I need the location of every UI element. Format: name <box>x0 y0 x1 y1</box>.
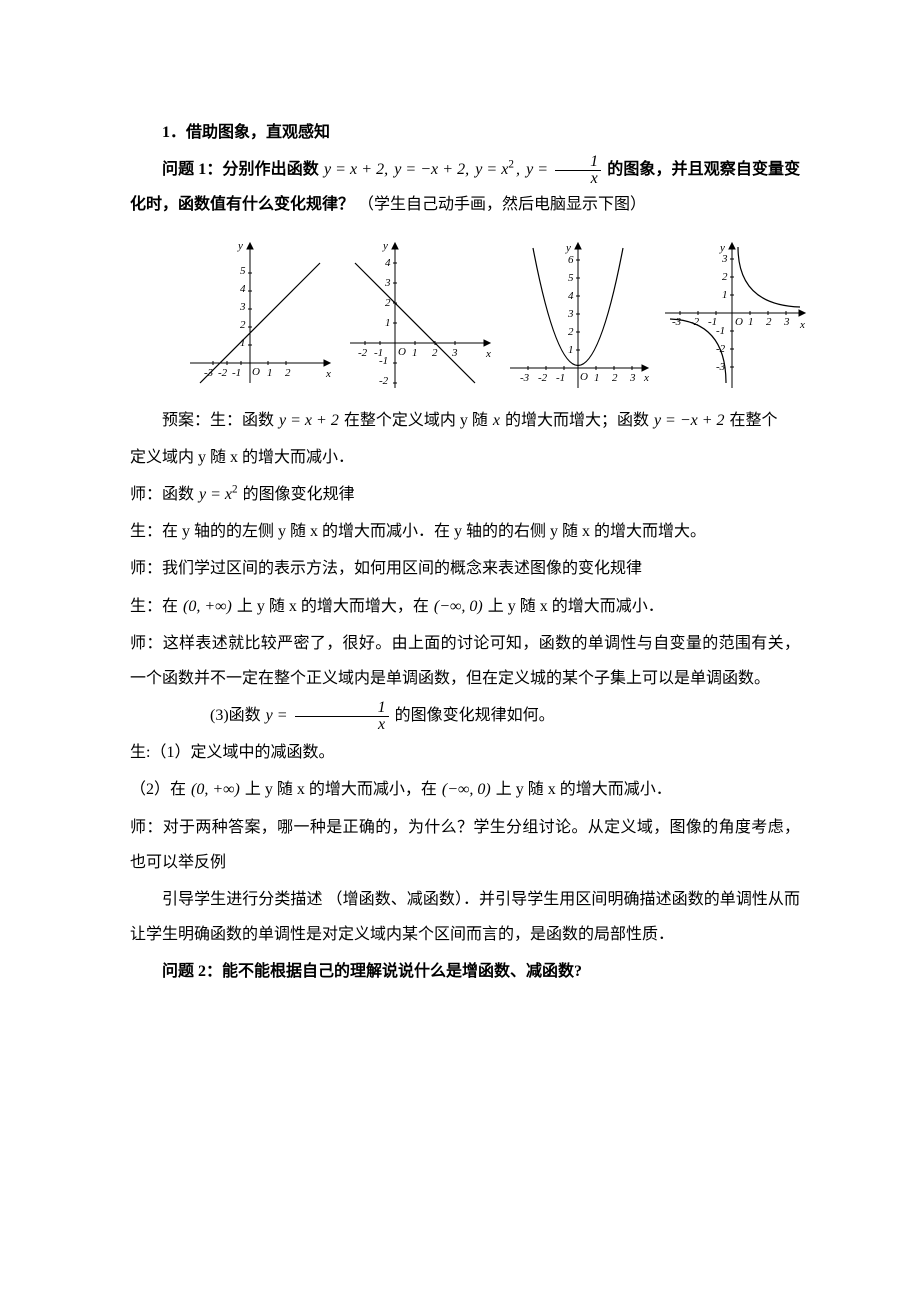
formula-f2: y = −x + 2, <box>394 161 469 178</box>
svg-text:3: 3 <box>783 316 790 328</box>
svg-text:y: y <box>382 240 388 252</box>
graph-2: O x y -2-1 123 1234 -1-2 <box>340 233 495 393</box>
svg-text:O: O <box>252 366 260 378</box>
svg-text:-3: -3 <box>716 361 726 373</box>
svg-text:6: 6 <box>568 254 574 266</box>
svg-text:x: x <box>325 368 331 380</box>
svg-text:4: 4 <box>568 290 574 302</box>
svg-text:-3: -3 <box>520 372 530 384</box>
svg-text:x: x <box>643 372 649 384</box>
formula-f3: y = x2 <box>475 161 514 178</box>
paragraph-preanswer: 预案：生：函数 y = x + 2 在整个定义域内 y 随 x 的增大而增大；函… <box>130 403 800 438</box>
paragraph-p8: (3)函数 y = 1x 的图像变化规律如何。 <box>130 698 800 733</box>
svg-text:O: O <box>735 316 743 328</box>
paragraph-p10: （2）在 (0, +∞) 上 y 随 x 的增大而减小，在 (−∞, 0) 上 … <box>130 772 800 807</box>
formula-f4-frac: 1x <box>555 154 601 187</box>
svg-text:O: O <box>580 371 588 383</box>
section-title: 1．借助图象，直观感知 <box>130 115 800 150</box>
svg-text:5: 5 <box>240 265 246 277</box>
svg-text:-2: -2 <box>716 343 726 355</box>
svg-text:y: y <box>237 240 243 252</box>
formula-f1: y = x + 2, <box>324 161 388 178</box>
question-1: 问题 1：分别作出函数 y = x + 2, y = −x + 2, y = x… <box>130 152 800 222</box>
svg-text:-2: -2 <box>538 372 548 384</box>
svg-text:-1: -1 <box>716 325 725 337</box>
svg-text:1: 1 <box>568 344 574 356</box>
svg-text:2: 2 <box>612 372 618 384</box>
paragraph-p2: 定义域内 y 随 x 的增大而减小． <box>130 440 800 475</box>
svg-text:-2: -2 <box>218 367 228 379</box>
svg-text:2: 2 <box>432 347 438 359</box>
q1-note: （学生自己动手画，然后电脑显示下图） <box>358 196 646 213</box>
paragraph-p3: 师：函数 y = x2 的图像变化规律 <box>130 477 800 512</box>
paragraph-p6: 生：在 (0, +∞) 上 y 随 x 的增大而增大，在 (−∞, 0) 上 y… <box>130 589 800 624</box>
svg-text:x: x <box>485 348 491 360</box>
svg-text:-1: -1 <box>379 355 388 367</box>
svg-text:3: 3 <box>721 253 728 265</box>
svg-text:O: O <box>398 346 406 358</box>
paragraph-p9: 生:（1）定义域中的减函数。 <box>130 735 800 770</box>
svg-text:-2: -2 <box>379 375 389 387</box>
svg-text:2: 2 <box>240 319 246 331</box>
paragraph-p12: 引导学生进行分类描述 （增函数、减函数）．并引导学生用区间明确描述函数的单调性从… <box>130 882 800 952</box>
paragraph-p7: 师：这样表述就比较严密了，很好。由上面的讨论可知，函数的单调性与自变量的范围有关… <box>130 626 800 696</box>
svg-text:2: 2 <box>722 271 728 283</box>
paragraph-p4: 生：在 y 轴的的左侧 y 随 x 的增大而减小．在 y 轴的的右侧 y 随 x… <box>130 514 800 549</box>
svg-text:3: 3 <box>451 347 458 359</box>
question-2: 问题 2：能不能根据自己的理解说说什么是增函数、减函数? <box>130 954 800 989</box>
svg-text:-1: -1 <box>232 367 241 379</box>
formula-f4-lhs: y = <box>526 161 548 178</box>
svg-text:1: 1 <box>267 367 273 379</box>
svg-text:4: 4 <box>240 283 246 295</box>
q1-prefix: 问题 1：分别作出函数 <box>162 161 319 178</box>
graph-4: O x y -3-2-1 123 123 -1-2-3 <box>660 233 810 393</box>
svg-text:-3: -3 <box>672 316 682 328</box>
svg-text:2: 2 <box>568 326 574 338</box>
svg-text:4: 4 <box>385 257 391 269</box>
paragraph-p5: 师：我们学过区间的表示方法，如何用区间的概念来表述图像的变化规律 <box>130 551 800 586</box>
graph-3: O x y -3-2-1 123 123456 <box>500 233 655 393</box>
paragraph-p11: 师：对于两种答案，哪一种是正确的，为什么？学生分组讨论。从定义域，图像的角度考虑… <box>130 810 800 880</box>
svg-text:1: 1 <box>594 372 600 384</box>
svg-text:2: 2 <box>766 316 772 328</box>
svg-text:3: 3 <box>567 308 574 320</box>
graph-1: O x y -3-2-1 12 12345 <box>180 233 335 393</box>
svg-text:-2: -2 <box>690 316 700 328</box>
svg-text:2: 2 <box>385 297 391 309</box>
svg-text:x: x <box>799 319 805 331</box>
svg-text:-3: -3 <box>204 367 214 379</box>
svg-text:3: 3 <box>384 277 391 289</box>
svg-text:-1: -1 <box>556 372 565 384</box>
svg-text:1: 1 <box>412 347 418 359</box>
svg-text:1: 1 <box>385 317 391 329</box>
svg-text:y: y <box>565 242 571 254</box>
svg-text:1: 1 <box>240 337 246 349</box>
svg-text:2: 2 <box>285 367 291 379</box>
svg-text:-2: -2 <box>358 347 368 359</box>
svg-text:1: 1 <box>748 316 754 328</box>
svg-text:3: 3 <box>239 301 246 313</box>
svg-text:1: 1 <box>722 289 728 301</box>
svg-text:3: 3 <box>629 372 636 384</box>
graphs-row: O x y -3-2-1 12 12345 O x y <box>180 233 780 393</box>
svg-text:5: 5 <box>568 272 574 284</box>
